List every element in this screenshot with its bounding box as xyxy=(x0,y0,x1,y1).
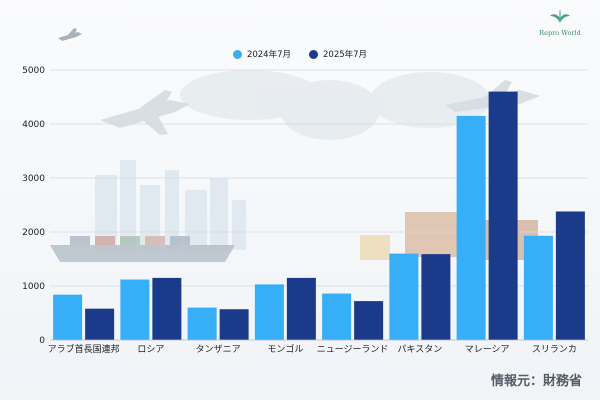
bar-2024 xyxy=(322,293,352,340)
x-tick-label: モンゴル xyxy=(267,343,303,355)
bar-2024 xyxy=(120,279,150,340)
legend-label-2025: 2025年7月 xyxy=(323,50,368,60)
legend-item-2025: 2025年7月 xyxy=(309,48,367,60)
bar-2024 xyxy=(389,253,419,340)
bar-2025 xyxy=(421,254,451,340)
x-tick-label: パキスタン xyxy=(398,344,443,355)
bar-2024 xyxy=(187,307,217,340)
x-tick-label: マレーシア xyxy=(465,345,510,355)
bar-2025 xyxy=(152,277,182,340)
bar-2025 xyxy=(219,309,249,340)
bar-2025 xyxy=(488,91,518,340)
y-tick-label: 1000 xyxy=(22,282,45,292)
bar-2025 xyxy=(85,308,115,340)
bar-2025 xyxy=(555,211,585,340)
chart-legend: 2024年7月 2025年7月 xyxy=(0,48,600,60)
y-tick-label: 3000 xyxy=(22,174,45,184)
bar-2024 xyxy=(456,115,486,341)
legend-swatch-2024 xyxy=(232,49,242,59)
legend-label-2024: 2024年7月 xyxy=(246,50,291,60)
x-tick-label: アラブ首長国連邦 xyxy=(48,343,120,355)
legend-swatch-2025 xyxy=(309,49,318,59)
bar-2025 xyxy=(286,277,316,340)
x-tick-label: タンザニア xyxy=(196,344,241,355)
x-tick-label: スリランカ xyxy=(532,344,577,355)
brand-logo: Repro World xyxy=(530,8,590,37)
bar-2024 xyxy=(523,235,553,340)
y-tick-label: 0 xyxy=(39,336,45,346)
bar-2024 xyxy=(53,294,83,340)
y-tick-label: 2000 xyxy=(22,228,45,238)
bar-2025 xyxy=(354,301,384,340)
x-tick-label: ニュージーランド xyxy=(317,344,389,355)
y-tick-label: 5000 xyxy=(22,66,45,76)
logo-text: Repro World xyxy=(539,29,581,37)
x-tick-label: ロシア xyxy=(137,345,164,355)
leaf-icon xyxy=(550,9,570,23)
legend-item-2024: 2024年7月 xyxy=(232,48,291,60)
y-tick-label: 4000 xyxy=(22,120,45,130)
bar-2024 xyxy=(254,284,284,340)
source-note: 情報元：財務省 xyxy=(490,374,582,389)
